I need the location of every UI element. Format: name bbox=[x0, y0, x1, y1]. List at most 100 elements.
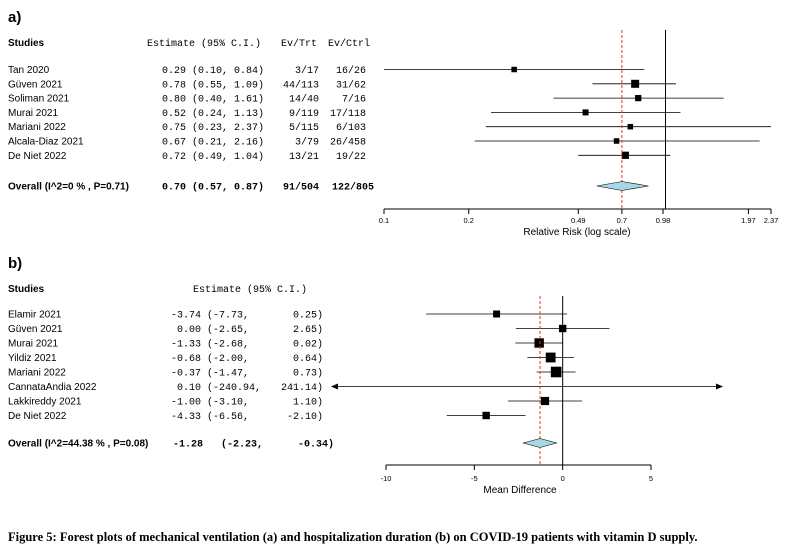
panel-a-tick-label: 0.98 bbox=[656, 216, 671, 225]
panel-b-study-ci-low: (-2.65, bbox=[207, 324, 249, 336]
panel-b-tick-label: 5 bbox=[649, 474, 653, 483]
panel-b-study-name: Güven 2021 bbox=[8, 324, 63, 335]
panel-a-study-ci: (0.23, 2.37) bbox=[192, 122, 264, 134]
figure-caption: Figure 5: Forest plots of mechanical ven… bbox=[8, 530, 698, 544]
panel-b-study-estimate: -3.74 bbox=[171, 311, 201, 322]
panel-b-studies-header: Studies bbox=[8, 284, 45, 295]
panel-a-tick-label: 2.37 bbox=[764, 216, 779, 225]
panel-b-study-estimate: 0.00 bbox=[177, 325, 201, 336]
panel-a-study-ev-ctrl: 19/22 bbox=[336, 151, 366, 163]
panel-a-study-ev-trt: 9/119 bbox=[289, 108, 319, 120]
panel-a-overall-diamond bbox=[596, 181, 649, 191]
panel-a-overall-ev-ctrl: 122/805 bbox=[332, 182, 374, 194]
panel-b-study-ci-high: 0.73) bbox=[293, 368, 323, 380]
panel-a-label: a) bbox=[8, 9, 21, 26]
panel-a-study-ev-ctrl: 7/16 bbox=[342, 94, 366, 106]
panel-a-studies-header: Studies bbox=[8, 38, 45, 49]
panel-a-study-name: Tan 2020 bbox=[8, 65, 50, 76]
panel-b-overall-ci-low: (-2.23, bbox=[221, 439, 263, 451]
panel-a-tick-label: 1.97 bbox=[741, 216, 756, 225]
panel-b-tick-label: 0 bbox=[561, 474, 565, 483]
panel-a-study-ci: (0.55, 1.09) bbox=[192, 79, 264, 91]
panel-b-study-ci-high: 0.64) bbox=[293, 353, 323, 365]
panel-a-tick-label: 0.49 bbox=[571, 216, 586, 225]
panel-a-study-marker bbox=[582, 109, 589, 116]
panel-b: b) Studies Estimate (95% C.I.) Elamir 20… bbox=[8, 255, 723, 496]
panel-a-study-ev-ctrl: 6/103 bbox=[336, 122, 366, 134]
panel-a-study-ev-trt: 13/21 bbox=[289, 151, 319, 163]
panel-b-study-marker bbox=[550, 366, 562, 378]
panel-b-study-ci-high: 2.65) bbox=[293, 324, 323, 336]
panel-a-tick-label: 0.7 bbox=[617, 216, 627, 225]
panel-b-study-name: Murai 2021 bbox=[8, 339, 58, 350]
panel-a-study-ci: (0.24, 1.13) bbox=[192, 108, 264, 120]
panel-b-study-estimate: -1.00 bbox=[171, 398, 201, 409]
panel-b-study-ci-high: -2.10) bbox=[287, 411, 323, 423]
panel-a-study-marker bbox=[621, 151, 629, 159]
panel-a-tick-label: 0.1 bbox=[379, 216, 389, 225]
panel-a-study-ci: (0.40, 1.61) bbox=[192, 94, 264, 106]
panel-b-study-name: De Niet 2022 bbox=[8, 411, 67, 422]
panel-a-evctrl-header: Ev/Ctrl bbox=[328, 38, 370, 50]
panel-b-ci-arrow-right bbox=[716, 383, 723, 390]
panel-b-study-name: Yildiz 2021 bbox=[8, 353, 57, 364]
panel-b-study-ci-low: (-6.56, bbox=[207, 411, 249, 423]
panel-b-study-estimate: -0.68 bbox=[171, 354, 201, 365]
panel-b-ci-arrow-left bbox=[331, 383, 338, 390]
panel-a: a) Studies Estimate (95% C.I.) Ev/Trt Ev… bbox=[8, 9, 778, 238]
panel-a-estimate-header: Estimate (95% C.I.) bbox=[147, 38, 261, 50]
panel-a-study-ev-trt: 5/115 bbox=[289, 122, 319, 134]
panel-a-overall-estimate: 0.70 bbox=[162, 183, 186, 194]
panel-a-study-name: Güven 2021 bbox=[8, 79, 63, 90]
panel-b-overall-ci-high: -0.34) bbox=[298, 439, 334, 451]
panel-b-study-estimate: 0.10 bbox=[177, 383, 201, 394]
panel-a-study-ci: (0.49, 1.04) bbox=[192, 151, 264, 163]
panel-b-study-name: CannataAndia 2022 bbox=[8, 382, 97, 393]
panel-a-overall-name: Overall (I^2=0 % , P=0.71) bbox=[8, 182, 129, 193]
panel-b-label: b) bbox=[8, 255, 22, 272]
panel-b-study-name: Mariani 2022 bbox=[8, 368, 66, 379]
panel-a-study-ci: (0.10, 0.84) bbox=[192, 65, 264, 77]
panel-a-study-estimate: 0.75 bbox=[162, 123, 186, 134]
panel-b-x-axis-title: Mean Difference bbox=[483, 485, 557, 496]
panel-b-study-ci-high: 241.14) bbox=[281, 382, 323, 394]
panel-a-study-ev-trt: 3/79 bbox=[295, 137, 319, 149]
panel-b-x-axis: -10 -5 0 5 bbox=[381, 464, 653, 483]
panel-a-study-name: De Niet 2022 bbox=[8, 151, 67, 162]
panel-a-study-marker bbox=[631, 79, 640, 88]
panel-a-study-estimate: 0.29 bbox=[162, 66, 186, 77]
panel-b-study-marker bbox=[534, 338, 544, 348]
panel-b-study-ci-low: (-2.68, bbox=[207, 339, 249, 351]
panel-a-study-marker bbox=[613, 138, 620, 144]
panel-b-study-ci-high: 0.25) bbox=[293, 310, 323, 322]
panel-a-study-estimate: 0.52 bbox=[162, 109, 186, 120]
panel-b-study-name: Elamir 2021 bbox=[8, 310, 62, 321]
panel-b-study-estimate: -4.33 bbox=[171, 412, 201, 423]
panel-a-x-axis: 0.1 0.2 0.49 0.7 0.98 1.97 2.37 bbox=[379, 208, 779, 225]
panel-b-estimate-header: Estimate (95% C.I.) bbox=[193, 284, 307, 296]
panel-a-rows: Tan 2020 0.29 (0.10, 0.84) 3/17 16/26 Güven 2… bbox=[8, 65, 374, 194]
panel-b-study-marker bbox=[545, 352, 556, 363]
panel-b-study-marker bbox=[482, 411, 490, 420]
panel-b-study-ci-high: 1.10) bbox=[293, 397, 323, 409]
panel-a-x-axis-title: Relative Risk (log scale) bbox=[523, 227, 630, 238]
panel-a-study-name: Murai 2021 bbox=[8, 108, 58, 119]
panel-a-overall-ci: (0.57, 0.87) bbox=[192, 182, 264, 194]
panel-a-study-ev-ctrl: 26/458 bbox=[330, 137, 366, 149]
panel-a-study-marker bbox=[627, 123, 634, 130]
panel-b-study-name: Lakkireddy 2021 bbox=[8, 397, 82, 408]
panel-a-overall-ev-trt: 91/504 bbox=[283, 182, 319, 194]
panel-a-study-name: Alcala-Diaz 2021 bbox=[8, 137, 84, 148]
panel-b-study-ci-low: (-7.73, bbox=[207, 310, 249, 322]
panel-b-study-estimate: -0.37 bbox=[171, 369, 201, 380]
panel-b-study-ci-high: 0.02) bbox=[293, 339, 323, 351]
panel-a-study-ev-trt: 44/113 bbox=[283, 79, 319, 91]
panel-b-plot bbox=[331, 296, 723, 465]
panel-b-rows: Elamir 2021 -3.74 (-7.73, 0.25) Güven 2021 0.… bbox=[8, 310, 334, 451]
panel-b-study-marker bbox=[493, 310, 501, 318]
panel-a-evtrt-header: Ev/Trt bbox=[281, 38, 317, 50]
panel-a-study-name: Mariani 2022 bbox=[8, 122, 66, 133]
panel-b-study-marker bbox=[540, 396, 550, 406]
panel-a-study-estimate: 0.72 bbox=[162, 152, 186, 163]
